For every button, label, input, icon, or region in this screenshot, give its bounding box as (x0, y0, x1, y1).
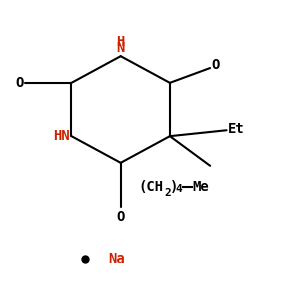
Text: O: O (15, 76, 24, 90)
Text: O: O (212, 58, 220, 72)
Text: N: N (116, 41, 125, 55)
Text: Et: Et (228, 122, 245, 136)
Text: HN: HN (53, 129, 70, 143)
Text: (CH: (CH (138, 179, 164, 193)
Text: H: H (116, 35, 125, 49)
Text: ): ) (170, 179, 178, 193)
Text: 2: 2 (164, 188, 171, 198)
Text: Na: Na (109, 252, 126, 266)
Text: Me: Me (192, 179, 209, 193)
Text: 4: 4 (175, 184, 182, 194)
Text: O: O (116, 210, 125, 224)
